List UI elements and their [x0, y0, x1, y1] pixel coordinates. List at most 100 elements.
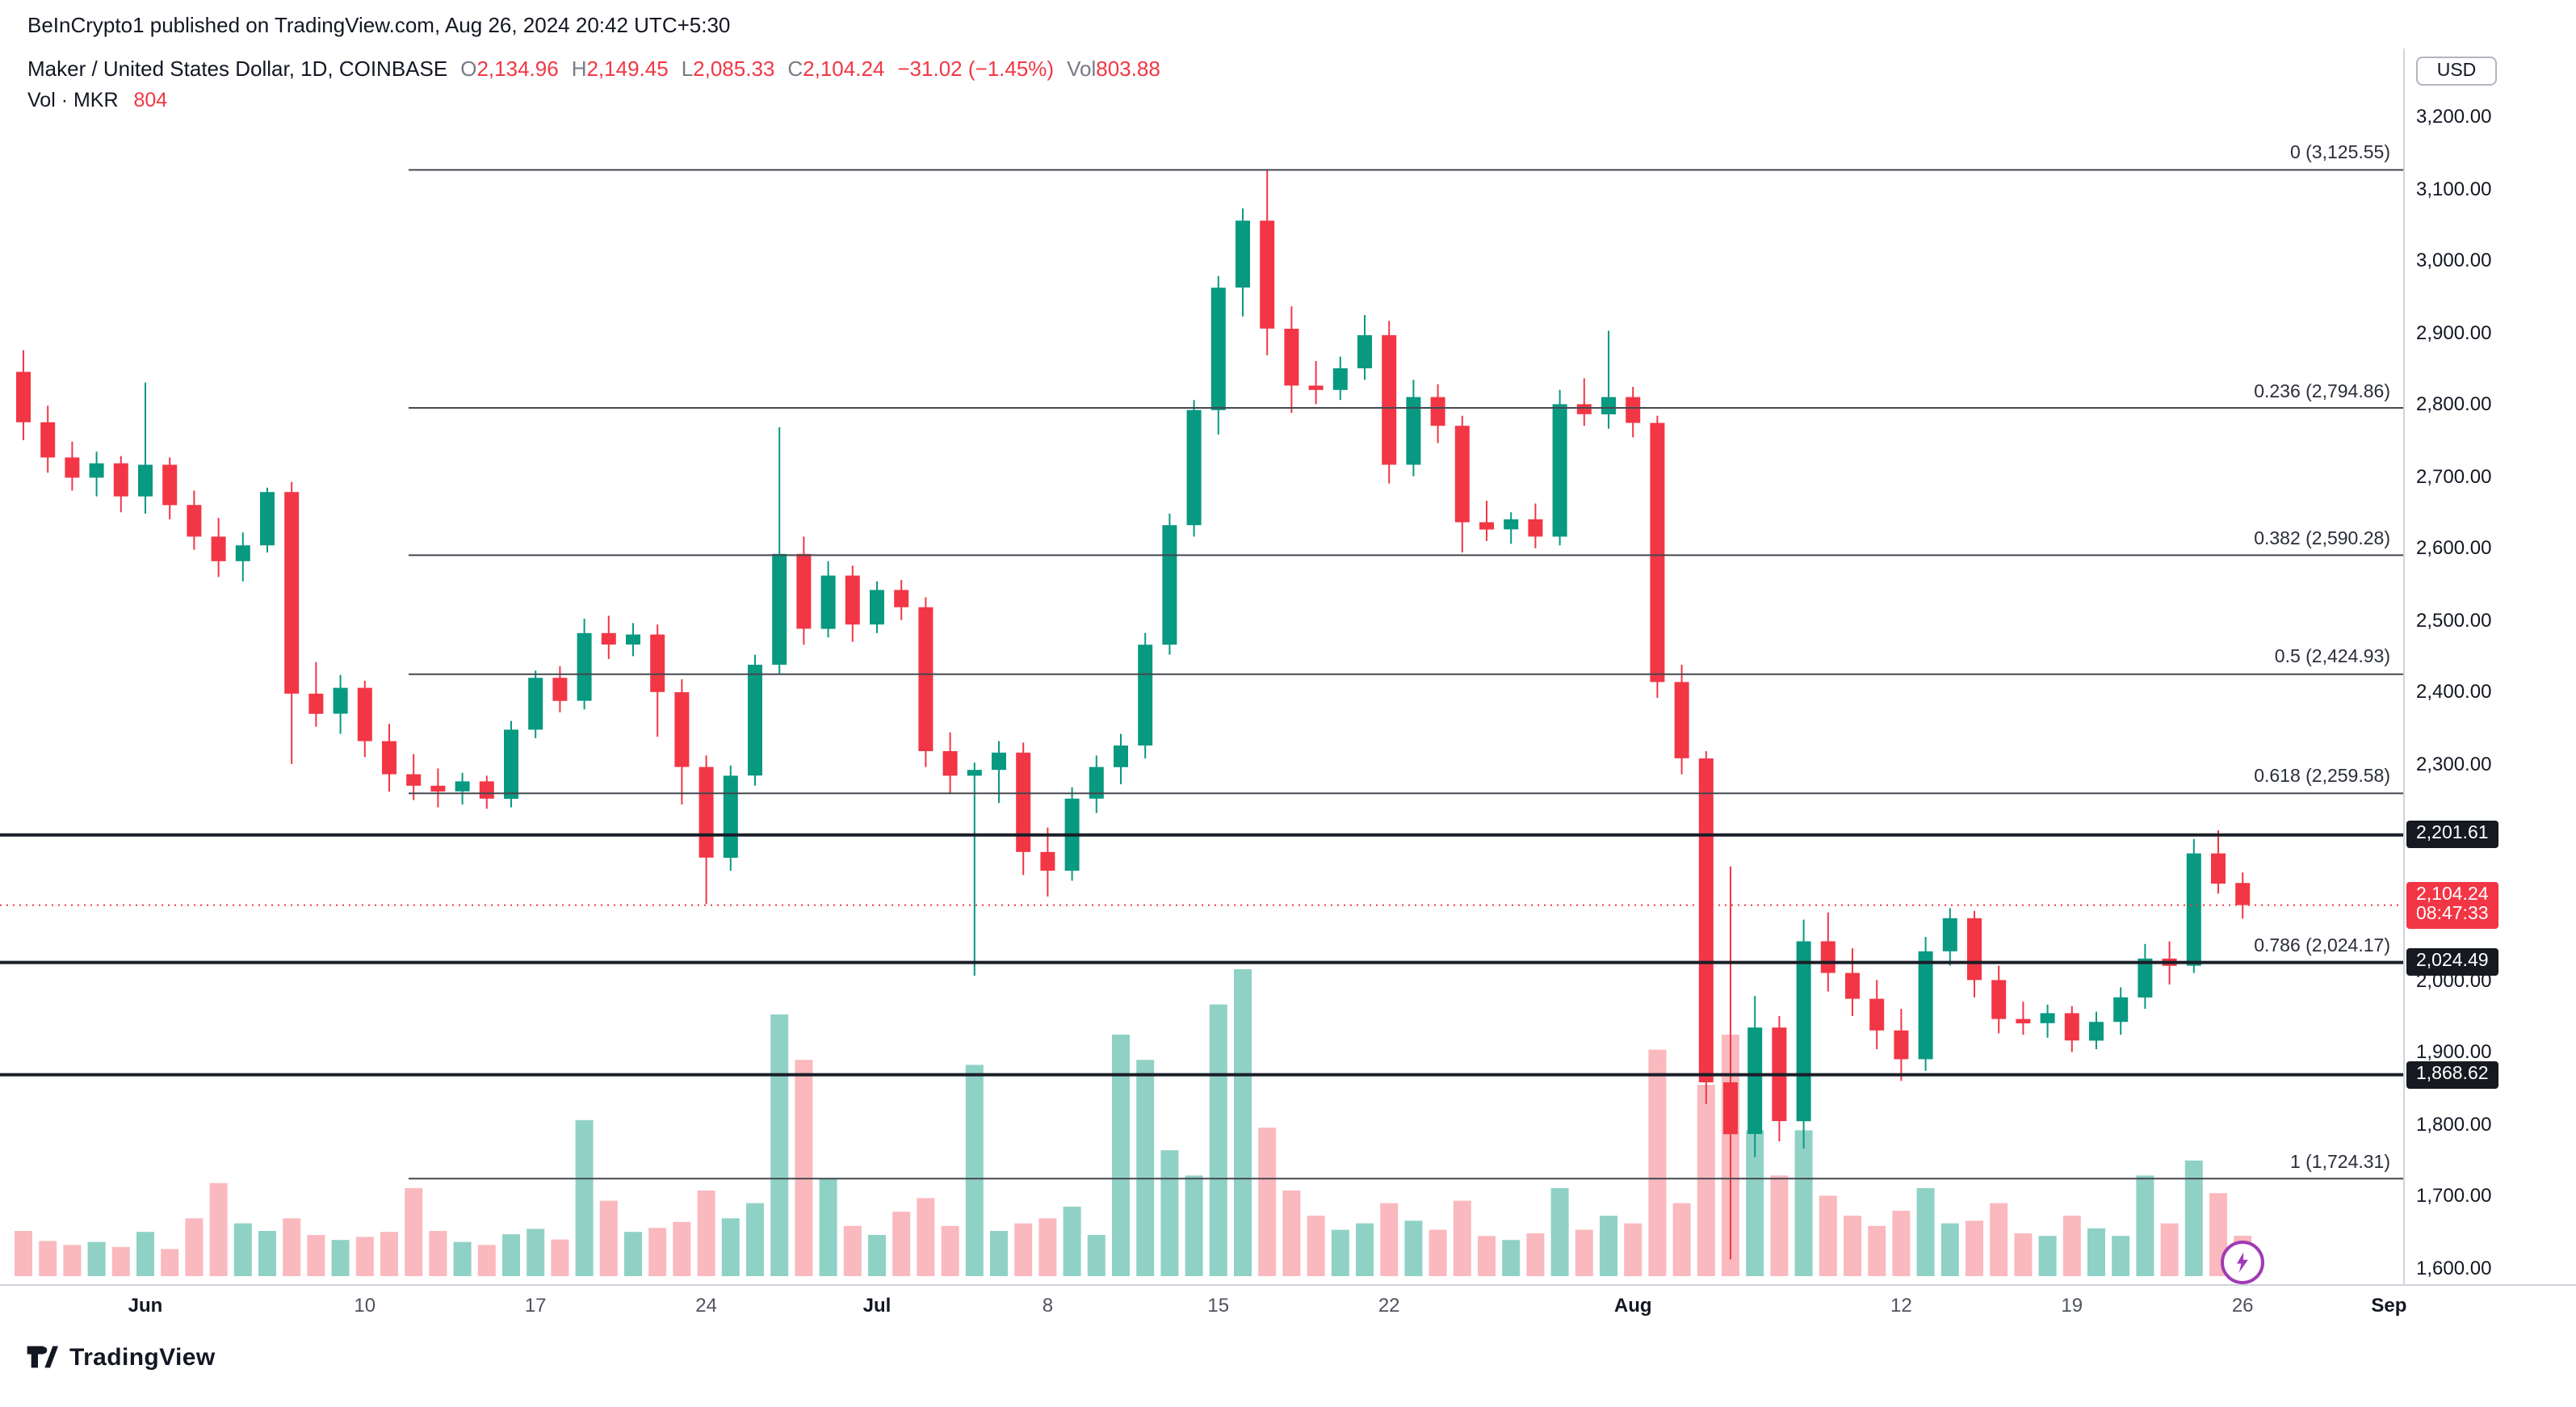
candle-body: [382, 741, 396, 775]
footer-brand[interactable]: TradingView: [26, 1341, 216, 1373]
candle-body: [260, 492, 275, 546]
attribution-text[interactable]: BeInCrypto1 published on TradingView.com…: [27, 12, 731, 36]
volume-bar: [111, 1246, 130, 1276]
volume-bar: [1940, 1223, 1959, 1276]
volume-bar: [868, 1235, 886, 1276]
candle-body: [284, 492, 300, 694]
volume-bar: [1307, 1216, 1325, 1276]
time-tick-day: 12: [1890, 1294, 1912, 1317]
time-tick-day: 24: [695, 1294, 717, 1317]
candle-body: [1698, 758, 1714, 1082]
volume-bar: [136, 1232, 154, 1276]
volume-bar: [1746, 1130, 1764, 1276]
close-label: C: [787, 57, 803, 81]
time-tick-day: 19: [2061, 1294, 2083, 1317]
price-tick: 2,300.00: [2416, 753, 2492, 776]
brand-name: TradingView: [69, 1343, 216, 1371]
volume-bar: [1478, 1236, 1496, 1276]
price-axis[interactable]: [2403, 48, 2576, 1284]
symbol-title[interactable]: Maker / United States Dollar, 1D, COINBA…: [27, 57, 448, 81]
volume-bar: [1112, 1035, 1130, 1276]
volume-bar: [502, 1234, 520, 1276]
high-label: H: [571, 57, 587, 81]
volume-bar: [2112, 1236, 2130, 1276]
volume-indicator-label[interactable]: Vol · MKR: [27, 89, 119, 111]
candle-body: [479, 781, 494, 799]
candle-body: [626, 634, 640, 645]
volume-bar: [1575, 1229, 1593, 1276]
price-tick: 1,900.00: [2416, 1040, 2492, 1064]
chart-plot-area[interactable]: [0, 0, 2403, 1284]
flash-event-marker[interactable]: [2221, 1241, 2265, 1284]
volume-bar: [39, 1241, 57, 1276]
volume-bar: [405, 1188, 423, 1276]
candle-body: [820, 575, 836, 629]
volume-bar: [258, 1231, 276, 1276]
open-value: 2,134.96: [476, 57, 559, 81]
candle-body: [1967, 918, 1982, 981]
volume-bar: [1697, 1085, 1715, 1276]
price-tick: 2,600.00: [2416, 536, 2492, 560]
candle-body: [2186, 853, 2201, 966]
legend-row-ohlc: Maker / United States Dollar, 1D, COINBA…: [27, 57, 1160, 84]
price-tick: 1,600.00: [2416, 1256, 2492, 1279]
volume-bar: [1868, 1225, 1886, 1276]
volume-bar: [1404, 1220, 1423, 1276]
time-tick-month: Jun: [128, 1294, 163, 1317]
volume-bar: [1892, 1211, 1911, 1276]
candle-body: [1284, 329, 1299, 386]
volume-bar: [477, 1245, 496, 1276]
candle-body: [918, 607, 933, 751]
volume-bar: [1990, 1203, 2008, 1276]
candle-body: [406, 774, 422, 786]
price-tick: 2,800.00: [2416, 393, 2492, 416]
candle-body: [16, 372, 31, 422]
candle-body: [1332, 368, 1348, 390]
candle-body: [187, 505, 202, 537]
candle-body: [138, 464, 153, 497]
candle-body: [1723, 1082, 1738, 1135]
volume-bar: [380, 1232, 398, 1276]
volume-bar: [1844, 1216, 1861, 1276]
fib-level-label: 0.786 (2,024.17): [2254, 936, 2390, 956]
volume-bar: [1063, 1207, 1081, 1276]
time-tick-month: Aug: [1613, 1294, 1652, 1317]
price-tick: 3,200.00: [2416, 105, 2492, 128]
volume-bar: [2038, 1236, 2057, 1276]
volume-bar: [1648, 1049, 1667, 1276]
candle-body: [650, 634, 665, 692]
volume-bar: [185, 1218, 203, 1276]
tradingview-logo-icon: [27, 1346, 58, 1368]
volume-bar: [770, 1014, 789, 1276]
candle-body: [528, 678, 543, 730]
candle-body: [2235, 883, 2251, 905]
fib-level-label: 0.382 (2,590.28): [2254, 529, 2390, 549]
candle-body: [65, 457, 80, 478]
time-tick-day: 10: [354, 1294, 376, 1317]
candle-body: [89, 463, 104, 478]
volume-bar: [575, 1119, 594, 1276]
volume-bar: [892, 1212, 911, 1276]
time-tick-day: 26: [2231, 1294, 2254, 1317]
candle-body: [1918, 951, 1933, 1060]
candle-body: [845, 575, 860, 625]
time-tick-month: Jul: [862, 1294, 892, 1317]
price-tick: 1,700.00: [2416, 1184, 2492, 1208]
volume-bar: [941, 1225, 959, 1276]
candle-body: [1796, 941, 1811, 1122]
volume-bar: [527, 1228, 545, 1276]
volume-bar: [648, 1228, 667, 1276]
candle-body: [1479, 522, 1494, 530]
volume-bar: [15, 1231, 32, 1276]
candle-body: [772, 553, 787, 665]
price-axis-border: [2403, 48, 2405, 1284]
price-tick: 3,100.00: [2416, 177, 2492, 200]
candle-body: [308, 693, 324, 714]
low-label: L: [681, 57, 694, 81]
fib-level-label: 0 (3,125.55): [2289, 144, 2390, 164]
volume-bar: [63, 1245, 82, 1276]
volume-bar: [331, 1240, 350, 1276]
currency-button[interactable]: USD: [2416, 57, 2497, 86]
change-value: −31.02 (−1.45%): [897, 57, 1055, 81]
